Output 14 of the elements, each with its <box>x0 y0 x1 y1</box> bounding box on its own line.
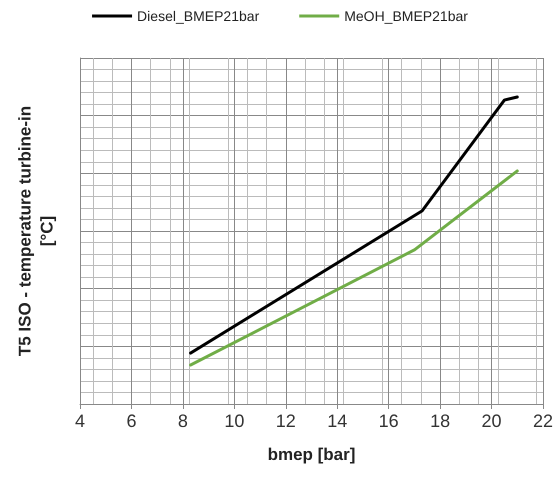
legend-label: Diesel_BMEP21bar <box>137 8 260 24</box>
x-tick-label: 12 <box>276 411 296 431</box>
x-axis-title: bmep [bar] <box>268 445 356 464</box>
x-tick-label: 10 <box>224 411 244 431</box>
x-tick-label: 14 <box>327 411 348 431</box>
x-tick-label: 16 <box>378 411 399 431</box>
x-tick-label: 8 <box>178 411 188 431</box>
x-tick-label: 20 <box>482 411 502 431</box>
legend-label: MeOH_BMEP21bar <box>344 8 468 24</box>
x-tick-label: 6 <box>126 411 136 431</box>
x-tick-label: 22 <box>532 411 554 431</box>
x-tick-label: 18 <box>430 411 450 431</box>
y-axis-title: T5 ISO - temperature turbine-in [°C] <box>16 106 56 356</box>
x-tick-label: 4 <box>74 411 86 431</box>
